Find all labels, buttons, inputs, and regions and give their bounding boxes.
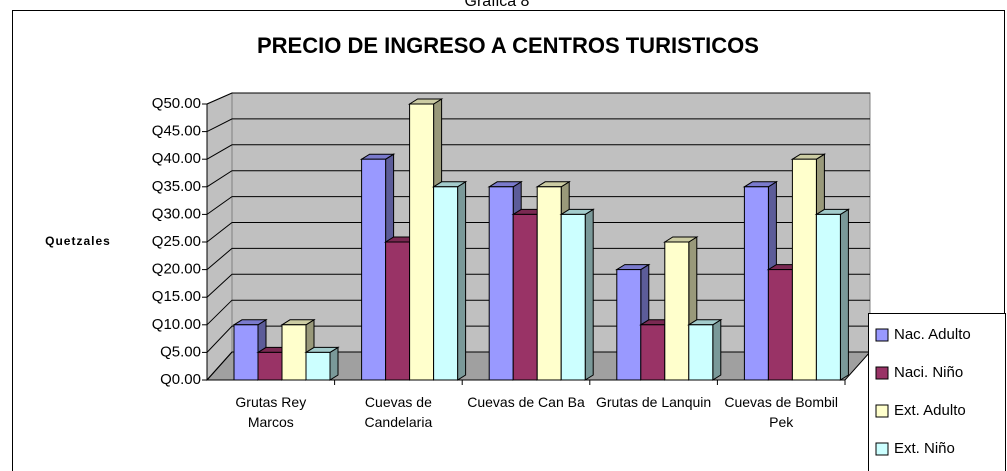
y-axis-label: Quetzales [45, 234, 111, 248]
y-tick-label: Q10.00 [152, 316, 201, 333]
legend-label: Ext. Adulto [894, 402, 966, 419]
chart-title: PRECIO DE INGRESO A CENTROS TURISTICOS [257, 33, 759, 58]
y-tick-label: Q40.00 [152, 150, 201, 167]
y-tick-label: Q25.00 [152, 233, 201, 250]
bar [767, 269, 793, 381]
bar-side [839, 208, 849, 381]
side-wall [206, 92, 233, 382]
bar [743, 186, 769, 381]
grid-line [206, 222, 870, 243]
bar [281, 324, 307, 381]
bar [488, 186, 514, 381]
bar [512, 213, 538, 381]
bar-side [712, 318, 722, 381]
y-tick-label: Q15.00 [152, 288, 201, 305]
grid-line [206, 92, 870, 105]
grid-line [206, 299, 870, 326]
x-tick-label: Cuevas de Candelaria [364, 394, 433, 430]
legend-swatch [875, 366, 889, 380]
bar [664, 241, 690, 381]
bar [560, 213, 586, 381]
bar [640, 324, 666, 381]
grid-line [206, 144, 870, 160]
legend-swatch [875, 404, 889, 418]
x-tick-label: Grutas de Lanquin [595, 394, 712, 410]
bar [688, 324, 714, 381]
bar [815, 213, 841, 381]
bar [257, 351, 283, 381]
x-tick-label: Grutas Rey Marcos [235, 394, 307, 430]
y-tick-label: Q35.00 [152, 178, 201, 195]
grid-line [206, 118, 870, 133]
y-tick-label: Q5.00 [160, 343, 201, 360]
bar [233, 324, 259, 381]
y-tick-label: Q45.00 [152, 123, 201, 140]
legend-label: Nac. Adulto [894, 326, 971, 343]
legend-swatch [875, 328, 889, 342]
bar [433, 186, 459, 381]
grid-line [206, 273, 870, 298]
legend-label: Naci. Niño [894, 364, 963, 381]
x-tick-label: Cuevas de Bombil Pek [724, 394, 838, 430]
bar [385, 241, 411, 381]
bar-side [584, 208, 594, 381]
bar [536, 186, 562, 381]
bar-side [457, 180, 467, 381]
y-tick-label: Q20.00 [152, 261, 201, 278]
bar-side [329, 346, 339, 381]
x-tick-label: Cuevas de Can Ba [467, 394, 585, 410]
bar [616, 269, 642, 381]
bar [361, 158, 387, 381]
grid-line [206, 170, 870, 188]
y-tick-label: Q50.00 [152, 95, 201, 112]
grid-line [206, 196, 870, 215]
y-tick-label: Q30.00 [152, 205, 201, 222]
grid-line [206, 247, 870, 270]
bar [305, 351, 331, 381]
legend-label: Ext. Niño [894, 440, 955, 457]
legend-swatch [875, 442, 889, 456]
bar [409, 103, 435, 381]
legend [868, 313, 1006, 471]
caption: Gráfica 8 [465, 0, 530, 10]
y-tick-label: Q0.00 [160, 371, 201, 388]
bar [791, 158, 817, 381]
